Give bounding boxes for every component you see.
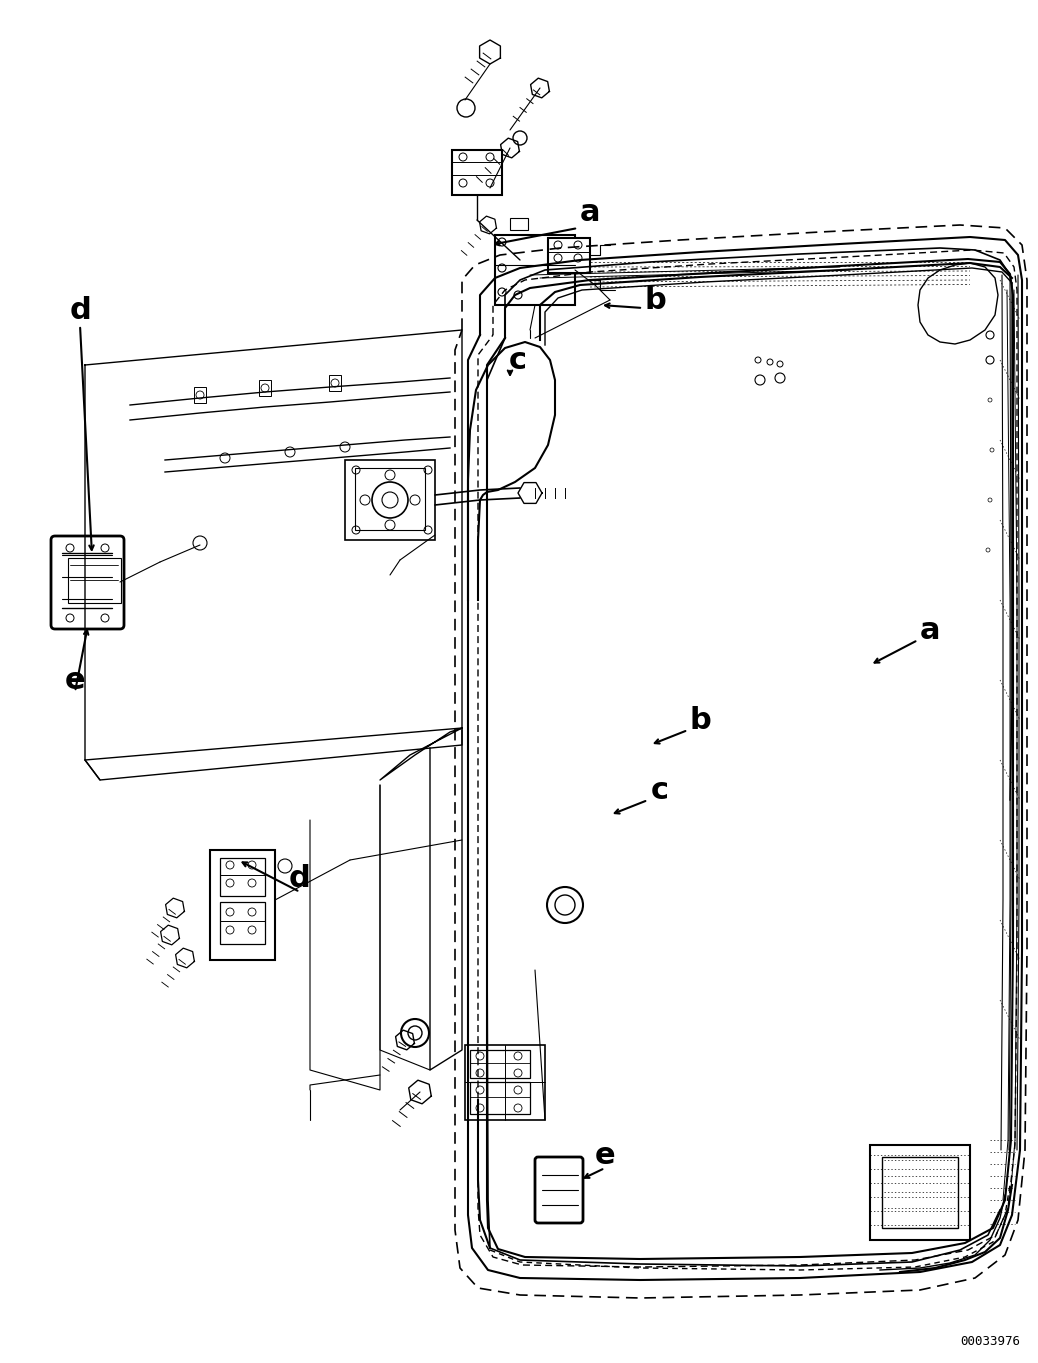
Bar: [329, 375, 342, 391]
Text: b: b: [689, 706, 711, 735]
Text: 00033976: 00033976: [960, 1334, 1020, 1348]
Bar: [510, 218, 528, 230]
Bar: [220, 902, 265, 945]
Bar: [470, 1050, 530, 1078]
Bar: [260, 380, 271, 397]
Text: d: d: [70, 296, 91, 324]
Text: a: a: [920, 616, 940, 645]
Text: e: e: [595, 1141, 616, 1169]
Bar: [220, 857, 265, 895]
FancyBboxPatch shape: [51, 536, 124, 628]
Bar: [465, 1045, 545, 1120]
Bar: [345, 459, 435, 540]
Bar: [452, 150, 502, 195]
Bar: [355, 468, 425, 530]
FancyBboxPatch shape: [535, 1157, 583, 1223]
Bar: [210, 851, 275, 960]
Bar: [470, 1082, 530, 1114]
Text: c: c: [509, 345, 527, 375]
Text: e: e: [64, 665, 85, 695]
Bar: [69, 557, 121, 602]
Text: b: b: [645, 285, 665, 315]
Bar: [548, 239, 590, 273]
Text: d: d: [290, 864, 310, 893]
Bar: [870, 1145, 969, 1240]
Text: c: c: [651, 776, 670, 804]
Bar: [194, 387, 206, 403]
Bar: [882, 1157, 958, 1228]
Bar: [495, 234, 575, 305]
Text: a: a: [580, 198, 600, 226]
